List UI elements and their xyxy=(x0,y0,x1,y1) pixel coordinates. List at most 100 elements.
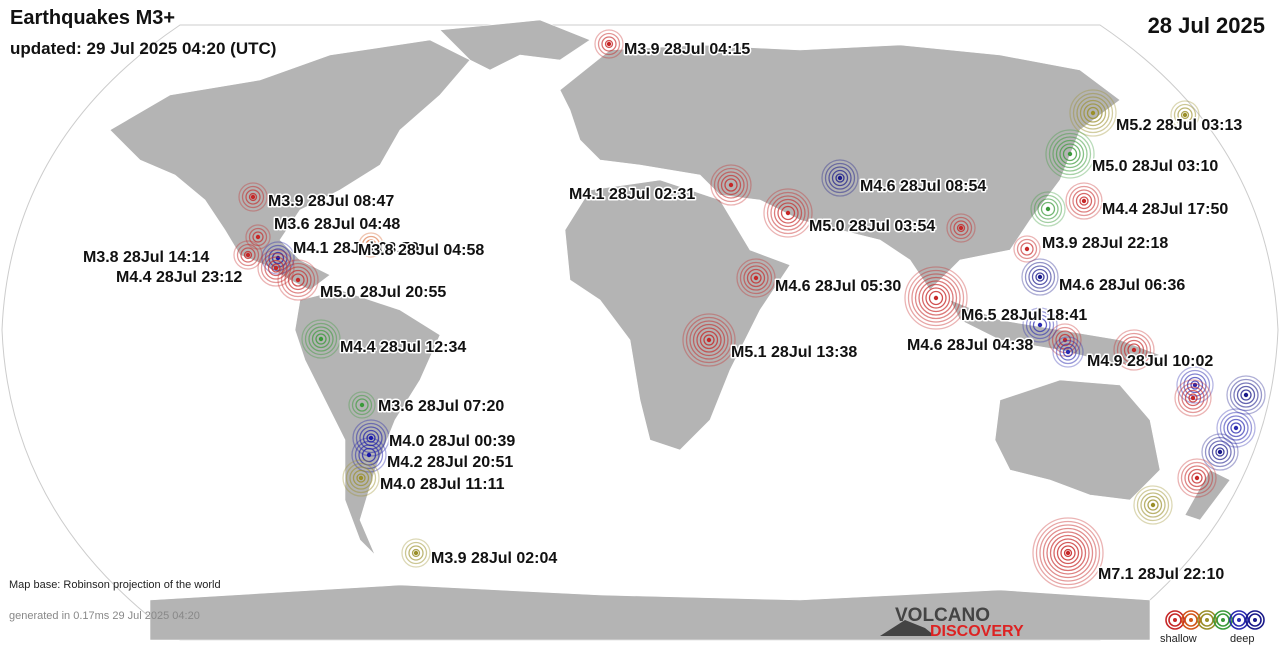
quake-marker xyxy=(358,232,384,258)
ring xyxy=(352,419,390,457)
core xyxy=(1192,382,1198,388)
ring xyxy=(750,272,762,284)
ring xyxy=(1046,531,1090,575)
date: 28 Jul 2025 xyxy=(1148,13,1265,38)
ring xyxy=(1236,385,1256,405)
ring xyxy=(268,248,288,268)
ring xyxy=(1180,110,1190,120)
ring xyxy=(928,290,944,306)
ring xyxy=(1170,100,1200,130)
core xyxy=(1190,395,1196,401)
ring xyxy=(1186,376,1204,394)
quake-marker xyxy=(1030,191,1066,227)
quake-marker xyxy=(946,213,976,243)
ring xyxy=(724,178,738,192)
ring xyxy=(1029,314,1051,336)
ring xyxy=(763,188,813,238)
logo-line1: VOLCANO xyxy=(895,605,990,626)
quake-marker xyxy=(348,391,376,419)
ring xyxy=(946,213,976,243)
ring xyxy=(358,444,380,466)
ring xyxy=(1229,378,1263,412)
core xyxy=(1024,246,1030,252)
ring xyxy=(1215,447,1225,457)
ring xyxy=(1226,418,1246,438)
ring xyxy=(904,266,968,330)
ring xyxy=(780,205,796,221)
quake-label: M4.2 28Jul 20:51 xyxy=(387,454,513,471)
quake-label: M3.9 28Jul 02:04 xyxy=(431,550,557,567)
core xyxy=(413,550,419,556)
ring xyxy=(689,320,729,360)
ring xyxy=(1068,185,1100,217)
ring xyxy=(601,36,617,52)
ring xyxy=(271,263,281,273)
ring xyxy=(361,235,381,255)
ring xyxy=(1052,136,1088,172)
ring xyxy=(911,273,961,323)
quake-marker xyxy=(1133,485,1173,525)
ring xyxy=(248,192,258,202)
ring xyxy=(743,265,769,291)
core xyxy=(245,252,251,258)
ring xyxy=(280,262,316,298)
quake-label: M3.6 28Jul 07:20 xyxy=(378,398,504,415)
ring xyxy=(351,394,373,416)
legend-ring xyxy=(1181,610,1201,630)
quake-label: M4.1 28Jul 03:59 xyxy=(293,240,419,257)
legend-shallow: shallow xyxy=(1160,633,1197,645)
ring xyxy=(717,171,745,199)
ring xyxy=(1079,196,1089,206)
quake-label: M4.4 28Jul 23:12 xyxy=(116,269,242,286)
quake-label: M3.8 28Jul 14:14 xyxy=(83,249,209,266)
core xyxy=(255,234,261,240)
quake-marker xyxy=(1216,408,1256,448)
quake-marker xyxy=(1022,307,1058,343)
ring xyxy=(770,195,806,231)
ring xyxy=(949,216,973,240)
ring xyxy=(1032,517,1104,589)
core xyxy=(295,277,301,283)
ring xyxy=(1035,520,1101,586)
core xyxy=(606,41,612,47)
ring xyxy=(1060,545,1076,561)
legend-ring xyxy=(1232,613,1246,627)
ring xyxy=(1133,485,1173,525)
ring xyxy=(261,241,295,275)
ring xyxy=(1113,329,1155,371)
quake-marker xyxy=(1065,182,1103,220)
core xyxy=(1182,112,1188,118)
ring xyxy=(604,39,614,49)
quake-label: M4.4 28Jul 17:50 xyxy=(1102,201,1228,218)
quake-marker xyxy=(277,259,319,301)
ring xyxy=(1031,268,1049,286)
quake-marker xyxy=(401,538,431,568)
quake-label: M4.1 28Jul 02:31 xyxy=(569,186,695,203)
ring xyxy=(308,326,334,352)
quake-marker xyxy=(1032,517,1104,589)
core xyxy=(1243,392,1249,398)
ring xyxy=(1179,369,1211,401)
ring xyxy=(291,273,305,287)
quake-marker xyxy=(245,224,271,250)
ring xyxy=(355,422,387,454)
legend-ring xyxy=(1168,613,1182,627)
quake-marker xyxy=(1113,329,1155,371)
quake-label: M3.8 28Jul 04:58 xyxy=(358,242,484,259)
ring xyxy=(1059,143,1081,165)
ring xyxy=(1059,343,1077,361)
ring xyxy=(696,327,722,353)
core xyxy=(368,242,374,248)
core xyxy=(1062,337,1068,343)
quake-layer xyxy=(233,29,1266,589)
ring xyxy=(366,433,376,443)
ring xyxy=(345,462,377,494)
ring xyxy=(1025,310,1055,340)
core xyxy=(358,475,364,481)
quake-label: M3.9 28Jul 22:18 xyxy=(1042,235,1168,252)
quake-label: M5.0 28Jul 03:54 xyxy=(809,218,935,235)
ring xyxy=(1083,103,1103,123)
ring xyxy=(713,167,749,203)
ring xyxy=(777,202,799,224)
